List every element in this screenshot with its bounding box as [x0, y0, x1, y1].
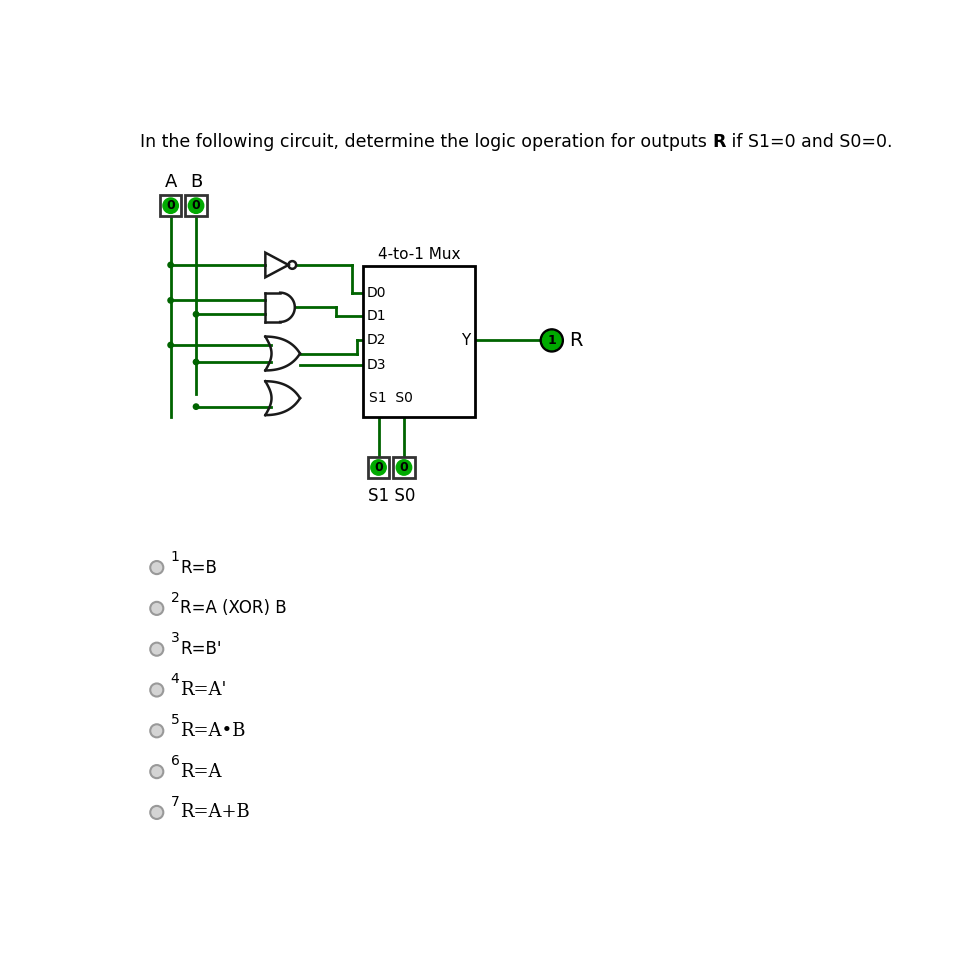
FancyBboxPatch shape	[363, 265, 474, 418]
FancyBboxPatch shape	[393, 457, 415, 478]
Text: R: R	[712, 133, 726, 150]
Text: 3: 3	[171, 631, 180, 645]
Text: D3: D3	[367, 358, 386, 372]
Circle shape	[168, 298, 174, 304]
Text: 6: 6	[171, 753, 180, 768]
Text: 0: 0	[191, 199, 200, 212]
Text: 4: 4	[171, 672, 180, 686]
Text: 1: 1	[548, 334, 556, 346]
FancyBboxPatch shape	[368, 457, 389, 478]
Text: 4-to-1 Mux: 4-to-1 Mux	[378, 247, 461, 262]
Text: D0: D0	[367, 286, 386, 300]
Circle shape	[150, 724, 163, 737]
Circle shape	[168, 343, 174, 347]
Text: S1 S0: S1 S0	[368, 487, 415, 506]
Circle shape	[193, 311, 199, 317]
Circle shape	[150, 806, 163, 819]
Circle shape	[193, 359, 199, 365]
Text: 7: 7	[171, 794, 180, 808]
Circle shape	[150, 561, 163, 574]
Text: R=B: R=B	[180, 558, 217, 577]
Text: R: R	[569, 331, 583, 350]
Text: R=A (XOR) B: R=A (XOR) B	[180, 599, 287, 618]
FancyBboxPatch shape	[185, 195, 207, 217]
Circle shape	[150, 683, 163, 697]
Text: R=A': R=A'	[180, 681, 226, 699]
Text: D2: D2	[367, 334, 386, 347]
Text: A: A	[164, 173, 177, 191]
Text: R=A+B: R=A+B	[180, 803, 250, 822]
Circle shape	[150, 765, 163, 778]
Text: R=B': R=B'	[180, 640, 222, 658]
Circle shape	[150, 602, 163, 615]
Circle shape	[541, 329, 563, 352]
Text: Y: Y	[461, 333, 470, 347]
Circle shape	[168, 263, 174, 267]
Circle shape	[396, 460, 412, 475]
Circle shape	[163, 198, 179, 214]
Circle shape	[193, 404, 199, 409]
Text: if S1=0 and S0=0.: if S1=0 and S0=0.	[726, 133, 892, 150]
Circle shape	[188, 198, 204, 214]
Text: 5: 5	[171, 712, 180, 727]
Text: 0: 0	[399, 461, 408, 474]
Text: D1: D1	[367, 308, 386, 323]
Text: S1  S0: S1 S0	[369, 391, 413, 405]
Text: R=A: R=A	[180, 762, 222, 781]
Text: 2: 2	[171, 590, 180, 604]
Text: 1: 1	[171, 549, 180, 564]
Circle shape	[371, 460, 386, 475]
Text: 0: 0	[166, 199, 175, 212]
Text: B: B	[190, 173, 202, 191]
Circle shape	[543, 331, 561, 349]
Text: In the following circuit, determine the logic operation for outputs: In the following circuit, determine the …	[140, 133, 712, 150]
Text: 0: 0	[374, 461, 383, 474]
FancyBboxPatch shape	[160, 195, 182, 217]
Circle shape	[150, 642, 163, 656]
Text: R=A•B: R=A•B	[180, 722, 245, 740]
